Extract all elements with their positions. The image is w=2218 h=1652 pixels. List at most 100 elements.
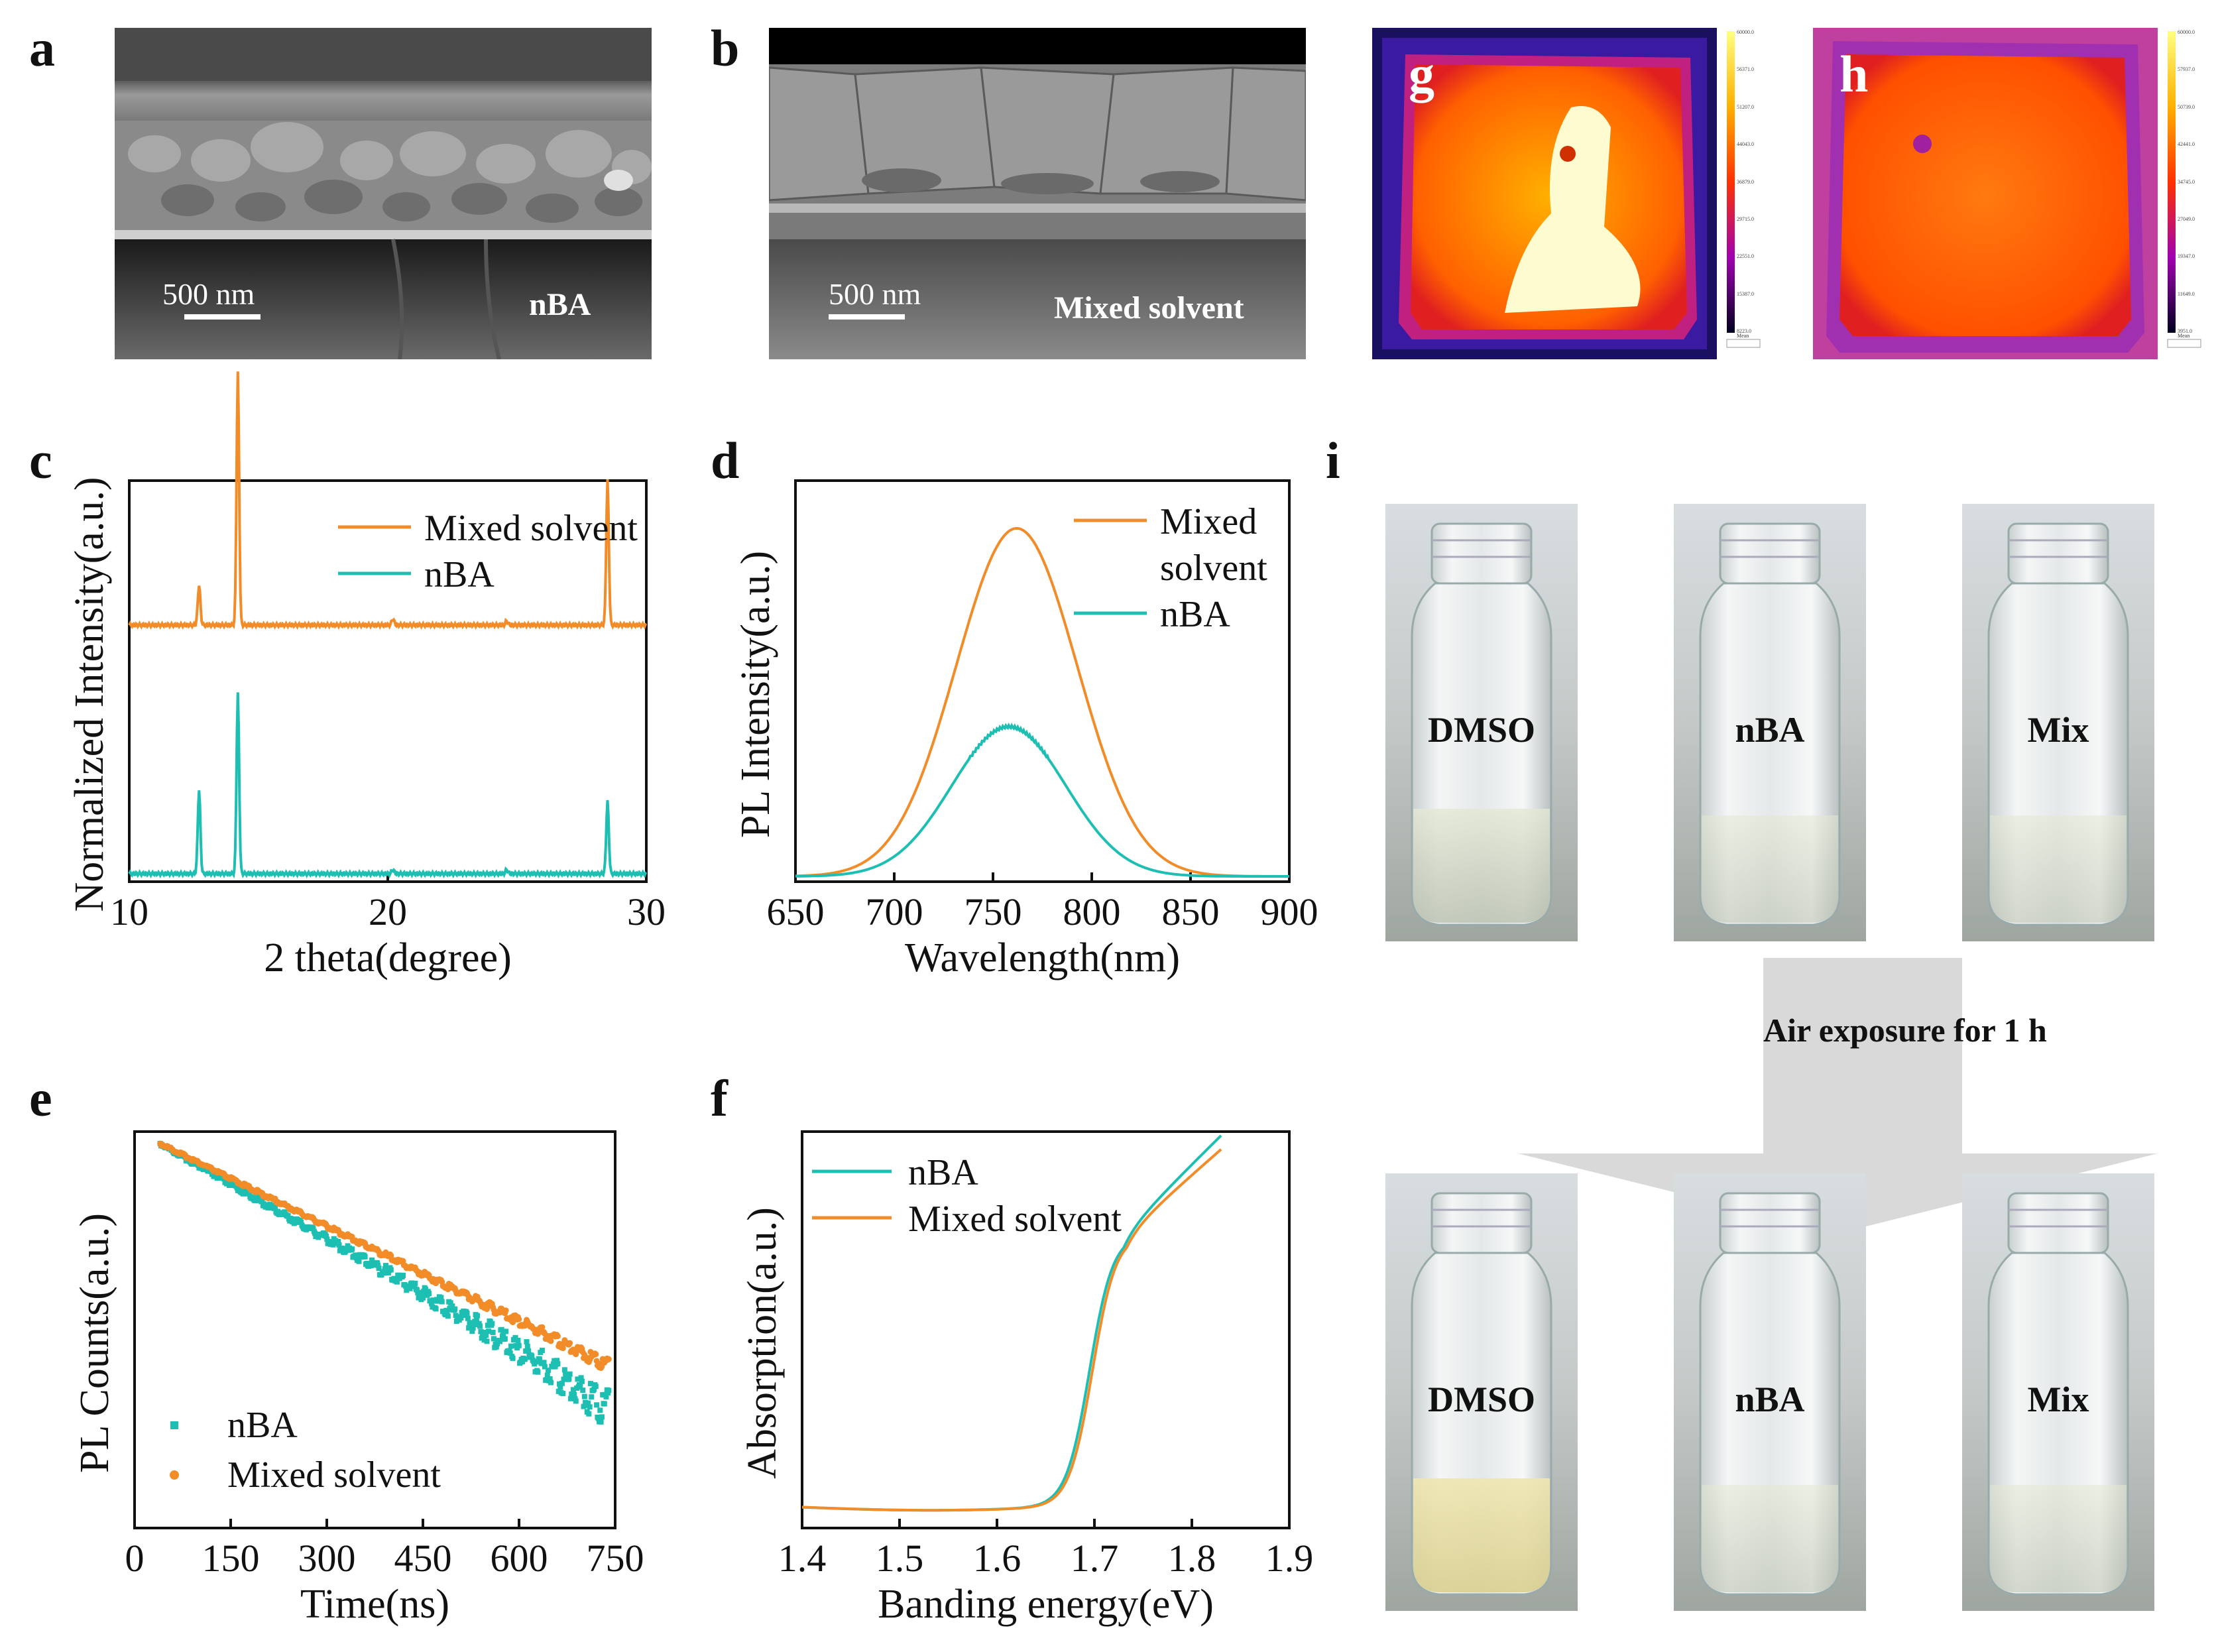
colorbar-ticks-g: 60000.0 56371.0 51207.0 44043.0 36879.0 … <box>1737 29 1763 334</box>
data-point-nba <box>464 1310 470 1316</box>
data-point-nba <box>578 1375 584 1381</box>
data-point-nba <box>438 1295 444 1301</box>
data-point-nba <box>447 1300 453 1306</box>
data-point-nba <box>498 1327 504 1332</box>
thermal-image-h: h Mean 60000.0 57937.0 50739.0 42441.0 3… <box>1813 28 2204 359</box>
data-point-nba <box>298 1219 304 1225</box>
data-point-nba <box>465 1315 471 1321</box>
x-tick-label-f: 1.9 <box>1265 1537 1314 1580</box>
data-point-nba <box>508 1343 514 1349</box>
data-point-nba <box>484 1338 490 1344</box>
plot-frame-e <box>133 1130 616 1529</box>
data-point-nba <box>533 1359 539 1365</box>
data-point-mixed <box>548 1338 554 1344</box>
data-point-nba <box>362 1254 368 1260</box>
colorbar-tick: 34745.0 <box>2178 178 2195 185</box>
data-point-mixed <box>554 1333 561 1340</box>
data-point-nba <box>490 1329 496 1335</box>
data-point-nba <box>542 1364 548 1370</box>
data-point-nba <box>376 1266 382 1271</box>
data-point-nba <box>566 1376 572 1382</box>
legend-label-d: nBA <box>1160 594 1230 635</box>
panel-label-b: b <box>711 19 740 77</box>
data-point-nba <box>561 1367 567 1373</box>
data-point-nba <box>375 1262 381 1268</box>
colorbar-tick: 22551.0 <box>1737 253 1754 260</box>
panel-label-a: a <box>29 19 55 77</box>
legend-label-c: Mixed solvent <box>424 508 638 549</box>
data-point-nba <box>356 1258 362 1264</box>
data-point-nba <box>560 1391 566 1397</box>
plot-frame-d <box>794 479 1291 883</box>
colorbar-tick: 3951.0 <box>2178 328 2192 334</box>
x-tick-label-d: 650 <box>767 890 825 933</box>
data-point-nba <box>585 1400 591 1406</box>
x-tick-label-e: 750 <box>587 1537 644 1580</box>
x-axis-label-f: Banding energy(eV) <box>878 1582 1214 1627</box>
data-point-nba <box>554 1358 560 1364</box>
data-point-nba <box>353 1252 359 1258</box>
data-point-nba <box>485 1323 491 1328</box>
legend-label-f: nBA <box>908 1152 978 1193</box>
data-point-nba <box>339 1246 345 1252</box>
vial-label-dmso-before: DMSO <box>1428 710 1535 750</box>
series-line-mixed-solvent <box>128 371 648 630</box>
x-tick-label-d: 800 <box>1063 890 1121 933</box>
y-axis-label-f: Absorption(a.u.) <box>740 1207 785 1479</box>
series-line-mixed-solvent <box>802 1148 1222 1512</box>
data-point-mixed <box>605 1356 612 1362</box>
panel-label-d: d <box>711 432 740 489</box>
data-point-nba <box>330 1242 336 1248</box>
vial-dmso-after <box>1384 1172 1579 1612</box>
data-point-mixed <box>388 1252 394 1259</box>
data-point-nba <box>524 1344 530 1350</box>
series-line-nba <box>801 1134 1222 1512</box>
vial-label-mix-before: Mix <box>2027 710 2089 750</box>
scalebar-label-a: 500 nm <box>162 277 255 311</box>
data-point-nba <box>458 1315 464 1321</box>
colorbar-tick: 19347.0 <box>2178 253 2195 260</box>
data-point-nba <box>471 1321 477 1327</box>
data-point-nba <box>577 1384 583 1389</box>
sem-image-nba: 500 nm nBA <box>115 28 652 359</box>
legend-label-f: Mixed solvent <box>908 1199 1122 1240</box>
data-point-nba <box>336 1242 342 1248</box>
colorbar-tick: 11649.0 <box>2178 290 2195 297</box>
data-point-nba <box>547 1376 553 1382</box>
data-point-mixed <box>502 1307 509 1314</box>
data-point-nba <box>510 1355 516 1361</box>
vial-label-mix-after: Mix <box>2027 1380 2089 1419</box>
data-point-nba <box>493 1344 499 1350</box>
y-axis-label-c: Normalized Intensity(a.u.) <box>67 477 112 912</box>
data-point-nba <box>445 1313 451 1319</box>
sample-label-b: Mixed solvent <box>1054 290 1244 325</box>
data-point-mixed <box>567 1340 573 1346</box>
vial-mix-after <box>1961 1172 2156 1612</box>
data-point-nba <box>537 1356 543 1362</box>
data-point-nba <box>580 1387 586 1393</box>
data-point-nba <box>310 1226 316 1232</box>
x-tick-label-c: 20 <box>369 890 407 933</box>
y-axis-label-d: PL Intensity(a.u.) <box>733 551 778 838</box>
vial-label-nba-after: nBA <box>1735 1380 1805 1419</box>
data-point-nba <box>526 1348 532 1354</box>
data-point-nba <box>573 1398 579 1404</box>
data-point-nba <box>285 1212 291 1218</box>
data-point-nba <box>598 1419 604 1425</box>
legend-label-d: solvent <box>1160 548 1267 589</box>
data-point-nba <box>541 1360 547 1366</box>
data-point-nba <box>522 1356 528 1362</box>
series-points-nba <box>157 1141 612 1425</box>
data-point-nba <box>503 1328 509 1334</box>
legend-label-d: Mixed <box>1160 501 1257 542</box>
colorbar-ticks-h: 60000.0 57937.0 50739.0 42441.0 34745.0 … <box>2178 29 2204 334</box>
data-point-nba <box>443 1307 449 1313</box>
data-point-nba <box>594 1402 600 1408</box>
colorbar-tick: 8223.0 <box>1737 328 1751 334</box>
series-line-mixed-solvent <box>795 526 1289 878</box>
data-point-nba <box>515 1337 521 1343</box>
x-tick-label-e: 600 <box>491 1537 548 1580</box>
panel-label-h: h <box>1839 45 1869 103</box>
x-tick-label-e: 300 <box>298 1537 356 1580</box>
data-point-mixed <box>559 1345 566 1352</box>
